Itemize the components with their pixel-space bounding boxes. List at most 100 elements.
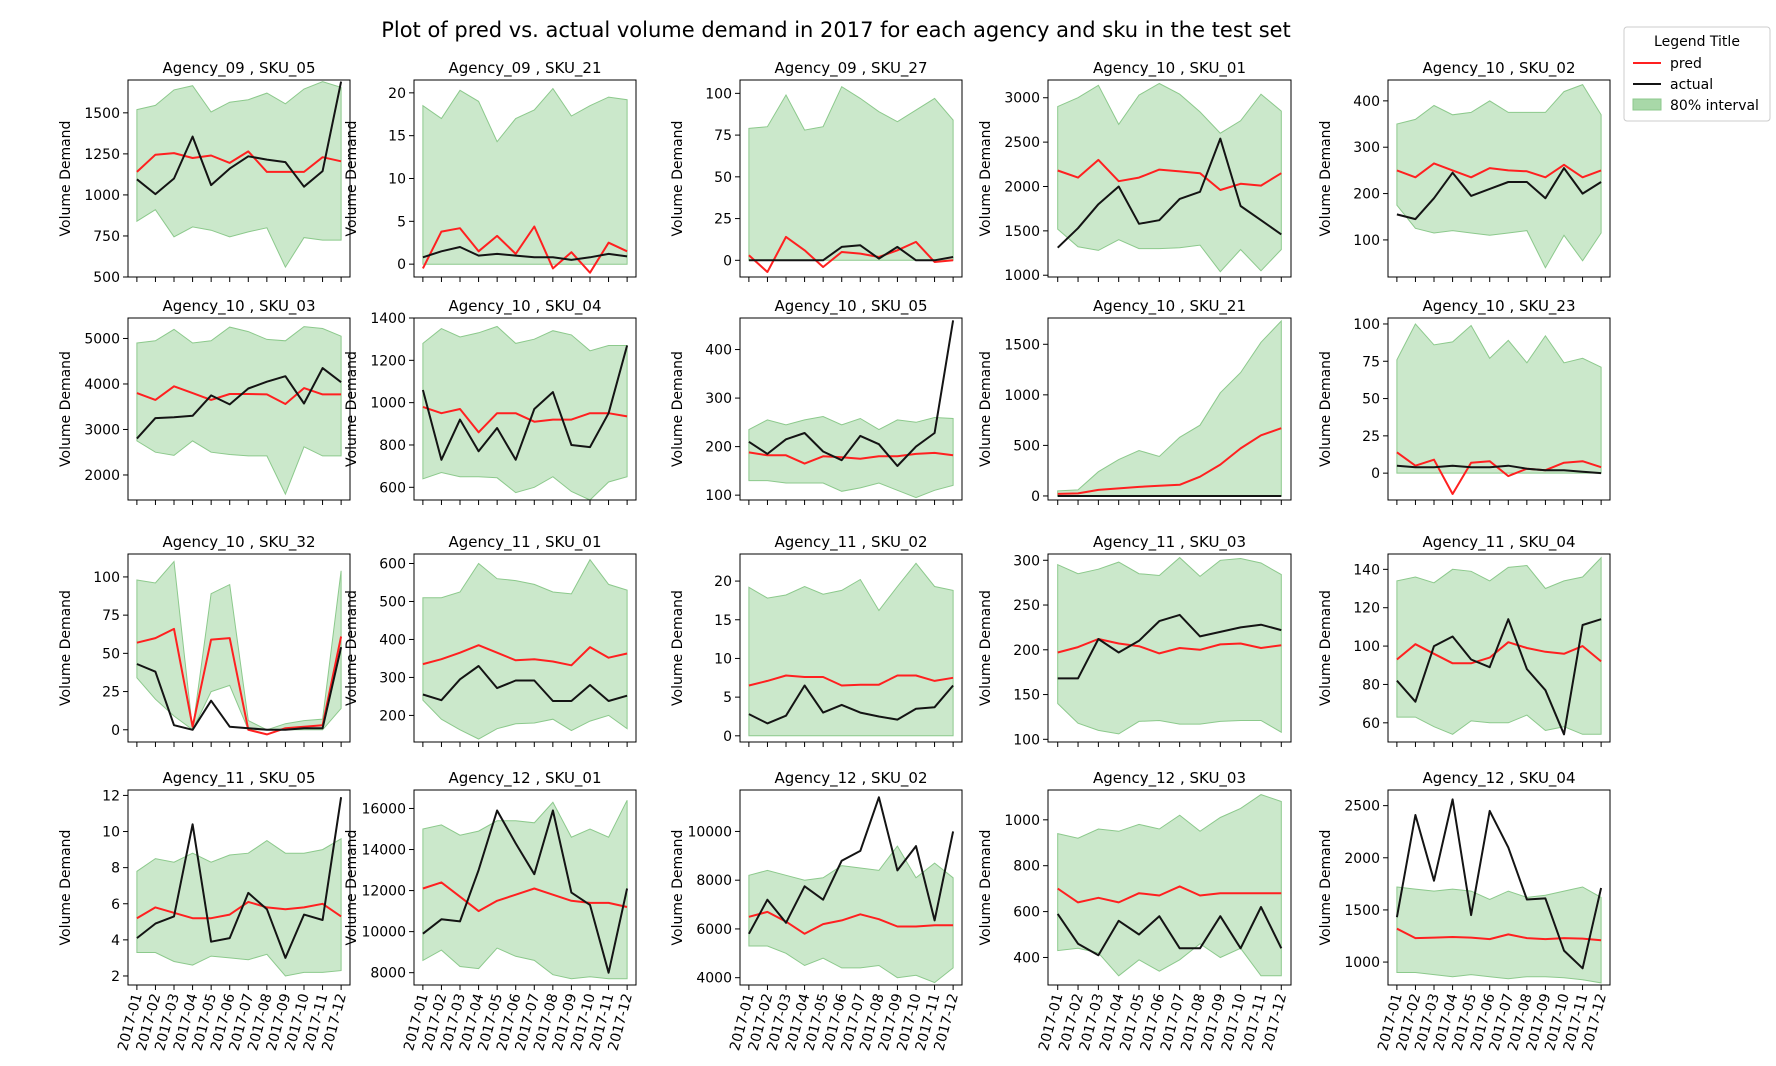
- pred-line: [1057, 427, 1282, 495]
- interval-band: [422, 558, 628, 740]
- interval-band: [136, 326, 342, 496]
- y-tick-label: 1000: [1344, 955, 1380, 971]
- subplot-title: Agency_11 , SKU_05: [162, 769, 315, 788]
- y-tick-label: 3000: [1004, 91, 1040, 107]
- subplot-title: Agency_11 , SKU_04: [1422, 533, 1575, 552]
- y-tick-label: 0: [723, 729, 732, 745]
- subplot-title: Agency_10 , SKU_05: [774, 297, 927, 316]
- subplot-title: Agency_11 , SKU_02: [774, 533, 927, 552]
- pred-line: [422, 225, 628, 274]
- y-tick-label: 1200: [370, 353, 406, 369]
- y-tick-label: 10: [714, 651, 732, 667]
- legend-box: [1623, 26, 1771, 122]
- y-tick-label: 2500: [1344, 799, 1380, 815]
- y-tick-label: 600: [379, 480, 406, 496]
- subplot-title: Agency_09 , SKU_21: [448, 59, 601, 78]
- y-tick-label: 300: [705, 391, 732, 407]
- plot-frame: [1047, 553, 1292, 743]
- y-tick-label: 2000: [1344, 851, 1380, 867]
- y-axis-label: Volume Demand: [1318, 351, 1334, 467]
- interval-band: [1057, 82, 1282, 273]
- subplot: Agency_10 , SKU_23 0 25 50 75 100 Volume Deman…: [1318, 297, 1611, 505]
- actual-line: [1396, 167, 1602, 221]
- y-axis-label: Volume Demand: [670, 830, 686, 946]
- y-tick-label: 75: [714, 128, 732, 144]
- y-tick-label: 15: [714, 613, 732, 629]
- subplot-title: Agency_10 , SKU_21: [1093, 297, 1246, 316]
- legend-interval-label: 80% interval: [1670, 98, 1759, 114]
- y-tick-label: 800: [379, 438, 406, 454]
- y-tick-label: 200: [1013, 643, 1040, 659]
- y-axis-label: Volume Demand: [978, 590, 994, 706]
- y-tick-label: 12000: [361, 884, 406, 900]
- pred-line: [1057, 885, 1282, 904]
- y-tick-label: 0: [1031, 489, 1040, 505]
- y-tick-label: 1500: [1004, 337, 1040, 353]
- y-tick-label: 1250: [84, 147, 120, 163]
- y-tick-label: 100: [1353, 233, 1380, 249]
- y-tick-label: 50: [1362, 392, 1380, 408]
- y-tick-label: 140: [1353, 562, 1380, 578]
- actual-line: [748, 244, 954, 262]
- actual-line: [1057, 137, 1282, 249]
- y-tick-label: 25: [714, 212, 732, 228]
- plot-frame: [1047, 789, 1292, 986]
- subplot: Agency_10 , SKU_01 1000 1500 2000 2500 3000 Vo…: [978, 59, 1292, 284]
- actual-line: [1396, 464, 1602, 475]
- y-tick-label: 10000: [361, 925, 406, 941]
- y-tick-label: 2000: [1004, 179, 1040, 195]
- y-axis-label: Volume Demand: [670, 590, 686, 706]
- y-axis-label: Volume Demand: [1318, 121, 1334, 237]
- pred-line: [748, 235, 954, 273]
- y-tick-label: 5000: [84, 331, 120, 347]
- pred-line: [1396, 927, 1602, 942]
- pred-line: [1057, 638, 1282, 655]
- plot-frame: [413, 553, 637, 743]
- subplot: Agency_11 , SKU_04 60 80 100 120 140 Volume De…: [1318, 533, 1611, 747]
- y-axis-label: Volume Demand: [344, 590, 360, 706]
- subplot-title: Agency_12 , SKU_01: [448, 769, 601, 788]
- pred-line: [136, 900, 342, 920]
- actual-line: [748, 796, 955, 935]
- y-tick-label: 5: [397, 214, 406, 230]
- pred-line: [136, 627, 343, 736]
- subplot-title: Agency_11 , SKU_01: [448, 533, 601, 552]
- y-axis-label: Volume Demand: [58, 351, 74, 467]
- plot-frame: [413, 789, 637, 986]
- plot-frame: [1387, 79, 1611, 278]
- actual-line: [136, 797, 343, 959]
- y-tick-label: 12: [102, 788, 120, 804]
- y-tick-label: 400: [379, 632, 406, 648]
- actual-line: [748, 320, 955, 467]
- y-tick-label: 5: [723, 690, 732, 706]
- y-tick-label: 6000: [696, 922, 732, 938]
- y-tick-label: 150: [1013, 688, 1040, 704]
- pred-line: [136, 385, 342, 405]
- actual-line: [136, 646, 343, 731]
- interval-band: [422, 87, 628, 265]
- y-tick-label: 75: [102, 608, 120, 624]
- y-tick-label: 400: [1353, 94, 1380, 110]
- y-axis-label: Volume Demand: [1318, 830, 1334, 946]
- y-tick-label: 100: [93, 570, 120, 586]
- subplot: Agency_10 , SKU_04 600 800 1000 1200 1400 Volu…: [344, 297, 637, 505]
- y-tick-label: 4: [111, 933, 120, 949]
- y-axis-label: Volume Demand: [670, 351, 686, 467]
- interval-band: [748, 845, 954, 984]
- actual-line: [422, 809, 629, 974]
- subplot-title: Agency_12 , SKU_02: [774, 769, 927, 788]
- y-tick-label: 120: [1353, 601, 1380, 617]
- y-tick-label: 300: [1353, 140, 1380, 156]
- y-tick-label: 500: [379, 594, 406, 610]
- y-axis-label: Volume Demand: [978, 121, 994, 237]
- y-tick-label: 1000: [1004, 813, 1040, 829]
- pred-line: [748, 451, 954, 465]
- y-tick-label: 500: [93, 270, 120, 286]
- actual-line: [422, 665, 628, 702]
- plot-frame: [127, 553, 351, 743]
- y-tick-label: 750: [93, 229, 120, 245]
- y-axis-label: Volume Demand: [58, 830, 74, 946]
- y-tick-label: 400: [1013, 950, 1040, 966]
- plot-frame: [1387, 789, 1611, 986]
- y-tick-label: 1000: [1004, 388, 1040, 404]
